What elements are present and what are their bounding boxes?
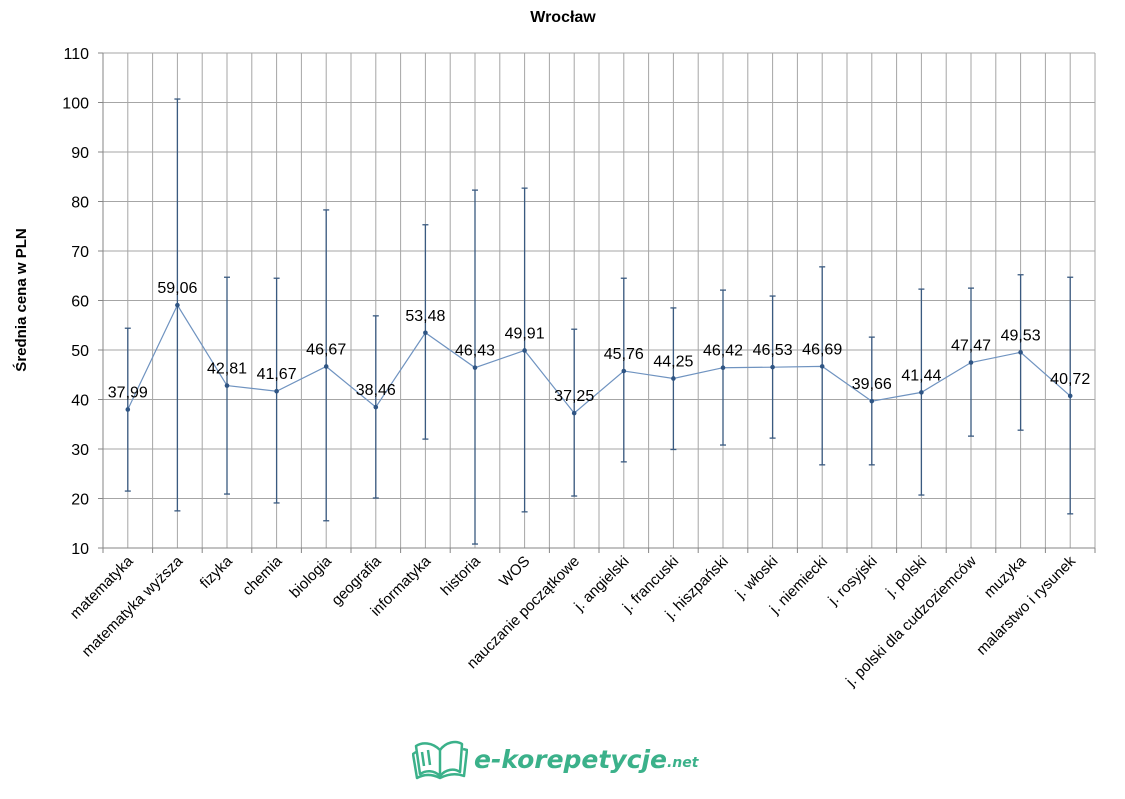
y-tick-label: 50 — [71, 343, 89, 360]
x-tick-label: fizyka — [197, 552, 237, 592]
data-label: 45,76 — [604, 346, 644, 363]
data-point — [720, 365, 726, 371]
data-point — [571, 410, 577, 416]
data-point — [869, 398, 875, 404]
data-point — [522, 348, 527, 353]
y-tick-label: 20 — [71, 492, 89, 509]
data-point — [175, 302, 180, 308]
data-point — [323, 364, 329, 369]
data-label: 59,06 — [157, 280, 197, 297]
data-point — [274, 388, 279, 394]
y-tick-label: 70 — [71, 244, 89, 261]
logo-suffix: .net — [666, 755, 699, 771]
data-point — [125, 407, 131, 412]
data-label: 49,91 — [505, 325, 545, 342]
x-tick-label: historia — [438, 552, 485, 599]
y-tick-label: 110 — [63, 46, 89, 63]
data-label: 42,81 — [207, 361, 247, 378]
x-tick-label: chemia — [239, 552, 286, 599]
x-tick-label: WOS — [496, 553, 533, 590]
site-logo: e-korepetycje .net — [412, 738, 698, 780]
data-label: 40,72 — [1050, 371, 1090, 388]
y-tick-label: 30 — [71, 442, 89, 459]
data-label: 46,67 — [306, 341, 346, 358]
x-tick-label: biologia — [286, 552, 335, 601]
data-label: 39,66 — [852, 376, 892, 393]
y-tick-label: 100 — [62, 96, 89, 113]
data-point — [671, 376, 676, 381]
data-point — [373, 404, 379, 410]
x-tick-label: j. rosyjski — [824, 553, 880, 609]
data-label: 41,67 — [257, 366, 297, 383]
data-point — [1018, 350, 1023, 355]
data-label: 47,47 — [951, 338, 991, 355]
data-point — [621, 368, 627, 374]
data-point — [819, 364, 825, 369]
data-point — [919, 390, 924, 395]
y-tick-label: 10 — [71, 541, 89, 558]
data-label: 38,46 — [356, 382, 396, 399]
x-tick-label: muzyka — [981, 552, 1030, 601]
x-tick-label: j. włoski — [732, 553, 782, 603]
data-label: 37,99 — [108, 384, 148, 401]
data-point — [968, 360, 974, 365]
data-point — [1067, 393, 1073, 399]
data-label: 46,42 — [703, 343, 743, 360]
data-label: 44,25 — [653, 353, 693, 370]
data-label: 53,48 — [405, 308, 445, 325]
book-icon — [412, 740, 468, 780]
data-point — [472, 365, 478, 370]
data-label: 46,53 — [753, 342, 793, 359]
chart-title: Wrocław — [530, 9, 596, 26]
data-point — [423, 330, 428, 336]
x-tick-label: malarstwo i rysunek — [973, 552, 1079, 658]
series-line — [127, 303, 1071, 414]
y-tick-label: 40 — [71, 393, 89, 410]
x-tick-label: j. polski — [882, 553, 930, 601]
data-point — [224, 383, 230, 388]
y-tick-label: 60 — [71, 294, 89, 311]
data-label: 46,69 — [802, 341, 842, 358]
data-label: 37,25 — [554, 388, 594, 405]
y-tick-label: 80 — [71, 195, 89, 212]
data-label: 46,43 — [455, 343, 495, 360]
data-point — [770, 364, 775, 370]
y-axis-label: Średnia cena w PLN — [12, 228, 30, 371]
logo-text: e-korepetycje — [474, 744, 667, 774]
data-label: 41,44 — [901, 367, 941, 384]
data-label: 49,53 — [1001, 327, 1041, 344]
y-tick-label: 90 — [71, 145, 89, 162]
